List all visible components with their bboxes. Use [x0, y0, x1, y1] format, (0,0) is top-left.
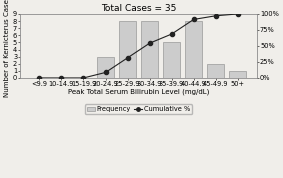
Bar	[207, 64, 224, 78]
Bar	[163, 42, 180, 78]
Bar	[119, 21, 136, 78]
Bar	[141, 21, 158, 78]
Bar	[185, 21, 202, 78]
Y-axis label: Number of Kernicterus Cases: Number of Kernicterus Cases	[4, 0, 10, 97]
X-axis label: Peak Total Serum Bilirubin Level (mg/dL): Peak Total Serum Bilirubin Level (mg/dL)	[68, 88, 209, 95]
Title: Total Cases = 35: Total Cases = 35	[101, 4, 176, 13]
Bar	[97, 57, 114, 78]
Bar	[230, 71, 246, 78]
Legend: Frequency, Cumulative %: Frequency, Cumulative %	[85, 104, 192, 114]
